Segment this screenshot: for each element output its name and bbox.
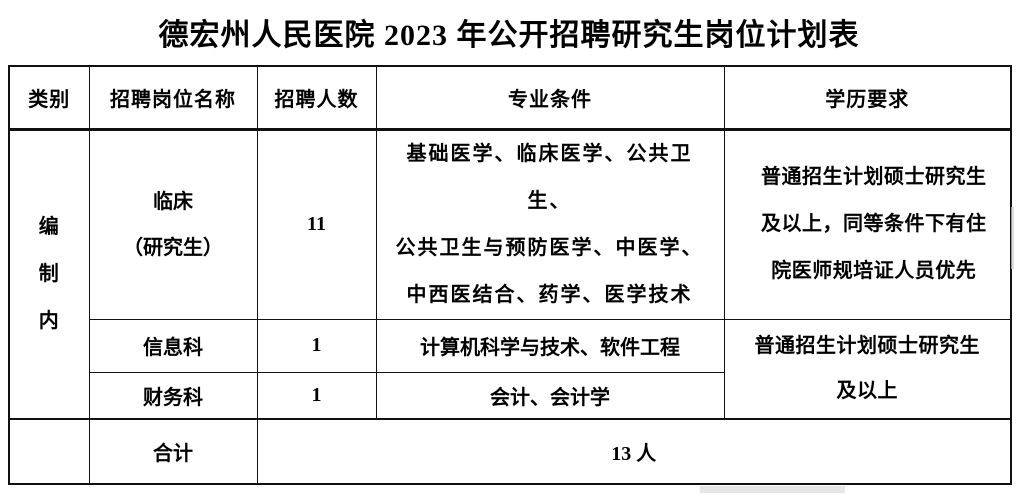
cell-category-group: 编 制 内	[8, 128, 90, 420]
recruitment-plan-table: 类别 招聘岗位名称 招聘人数 专业条件 学历要求 编 制 内 临床 （研究生） …	[8, 65, 1012, 485]
scan-artifact-right	[1011, 207, 1014, 269]
table-header-row: 类别 招聘岗位名称 招聘人数 专业条件 学历要求	[8, 65, 1012, 131]
table-total-row: 合计 13 人	[8, 418, 1012, 485]
cell-majors-finance: 会计、会计学	[375, 371, 725, 420]
cell-position-info: 信息科	[88, 318, 258, 373]
cell-total-value: 13 人	[256, 418, 1012, 485]
col-header-education: 学历要求	[723, 65, 1012, 131]
col-header-majors: 专业条件	[375, 65, 725, 131]
cell-count-finance: 1	[256, 371, 377, 420]
table-row-finance: 财务科 1 会计、会计学	[9, 371, 1011, 420]
scan-artifact-bottom	[700, 486, 845, 493]
cell-education-clinical: 普通招生计划硕士研究生 及以上，同等条件下有住 院医师规培证人员优先	[723, 128, 1012, 320]
cell-position-clinical: 临床 （研究生）	[88, 128, 258, 320]
cell-count-info: 1	[256, 318, 377, 373]
table-row-clinical: 编 制 内 临床 （研究生） 11 基础医学、临床医学、公共卫生、 公共卫生与预…	[8, 128, 1012, 420]
cell-total-empty	[8, 418, 90, 485]
cell-position-finance: 财务科	[88, 371, 258, 420]
table-row-info: 信息科 1 计算机科学与技术、软件工程 普通招生计划硕士研究生 及以上	[9, 318, 1012, 420]
cell-count-clinical: 11	[256, 128, 377, 320]
cell-majors-info: 计算机科学与技术、软件工程	[375, 318, 725, 373]
col-header-category: 类别	[8, 65, 90, 131]
page-title: 德宏州人民医院 2023 年公开招聘研究生岗位计划表	[158, 19, 860, 52]
col-header-count: 招聘人数	[256, 65, 377, 131]
cell-total-label: 合计	[88, 418, 258, 485]
cell-education-info-finance: 普通招生计划硕士研究生 及以上	[723, 318, 1012, 420]
cell-majors-clinical: 基础医学、临床医学、公共卫生、 公共卫生与预防医学、中医学、 中西医结合、药学、…	[375, 128, 725, 320]
col-header-position: 招聘岗位名称	[88, 65, 258, 131]
